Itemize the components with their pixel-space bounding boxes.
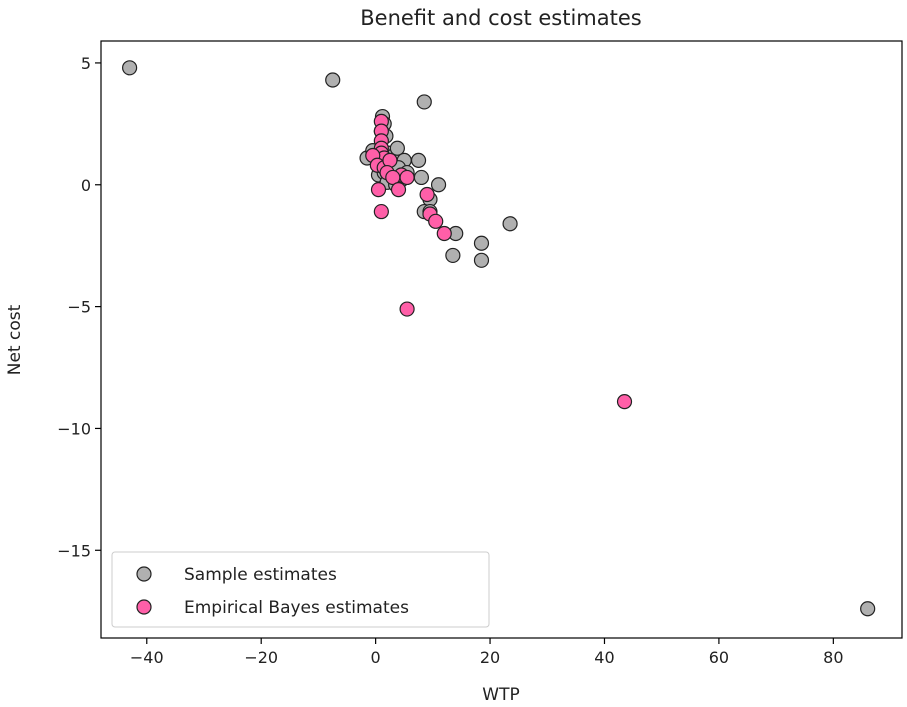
bayes-point — [373, 203, 389, 220]
x-axis: −40 −20 0 20 40 60 80 — [130, 638, 844, 667]
sample-point — [122, 60, 138, 76]
sample-point — [389, 140, 405, 156]
plot-area-frame — [100, 40, 903, 639]
sample-point — [430, 177, 447, 193]
y-axis: −15 −10 −5 0 5 — [57, 54, 101, 560]
legend-label-bayes: Empirical Bayes estimates — [184, 598, 409, 618]
sample-point — [473, 235, 490, 251]
bayes-point — [399, 169, 415, 186]
sample-point — [445, 247, 461, 264]
bayes-point — [436, 225, 452, 242]
x-tick-label: 0 — [371, 648, 381, 667]
bayes-point — [370, 182, 387, 198]
chart-title: Benefit and cost estimates — [360, 6, 641, 30]
x-tick-label: 60 — [709, 648, 729, 667]
points-layer — [122, 60, 876, 617]
x-tick-label: 20 — [480, 648, 500, 667]
sample-point — [502, 216, 518, 232]
y-tick-label: 5 — [81, 54, 91, 73]
legend-frame — [111, 551, 490, 628]
y-tick-label: −15 — [57, 541, 91, 560]
legend-marker-bayes — [136, 599, 152, 615]
legend: Sample estimates Empirical Bayes estimat… — [111, 551, 490, 628]
bayes-point — [399, 301, 415, 317]
x-tick-label: 40 — [594, 648, 614, 667]
legend-label-sample: Sample estimates — [184, 565, 337, 585]
y-tick-label: −5 — [67, 298, 91, 317]
x-tick-label: 80 — [823, 648, 843, 667]
sample-point — [325, 72, 341, 88]
x-tick-label: −20 — [244, 648, 278, 667]
bayes-point — [390, 182, 407, 198]
sample-point — [413, 169, 429, 186]
sample-point — [410, 152, 427, 168]
sample-point — [416, 94, 432, 110]
sample-point — [860, 601, 876, 617]
x-tick-label: −40 — [130, 648, 164, 667]
x-axis-label: WTP — [482, 685, 519, 705]
sample-point — [473, 252, 490, 268]
bayes-point — [616, 394, 633, 410]
y-tick-label: −10 — [57, 419, 91, 438]
legend-marker-sample — [136, 566, 152, 582]
y-axis-label: Net cost — [5, 304, 25, 375]
bayes-point — [428, 213, 444, 229]
y-tick-label: 0 — [81, 176, 91, 195]
bayes-point — [419, 186, 435, 203]
